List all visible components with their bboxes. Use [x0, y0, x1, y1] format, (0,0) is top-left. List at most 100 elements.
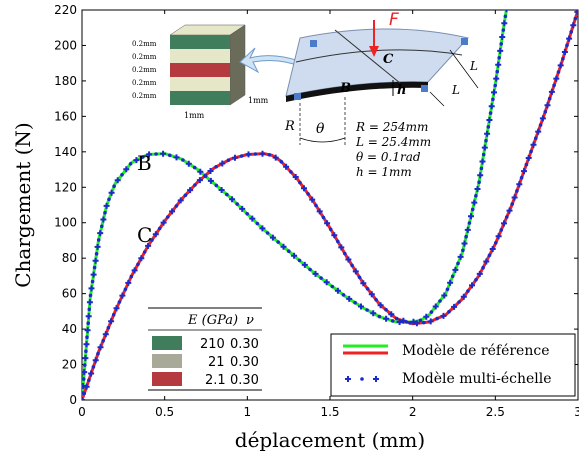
data-point-marker	[499, 34, 506, 40]
data-point-marker	[483, 258, 490, 265]
data-point-marker	[487, 253, 492, 258]
data-point-marker	[119, 292, 126, 299]
data-point-marker	[181, 158, 185, 162]
r-label: R	[284, 119, 295, 134]
data-point-marker	[394, 316, 399, 321]
data-point-marker	[529, 149, 533, 154]
data-point-marker	[488, 111, 493, 115]
param-line: R = 254mm	[355, 120, 428, 134]
data-point-marker	[218, 187, 225, 193]
data-point-marker	[553, 75, 560, 82]
layer-thickness-label: 0.2mm	[132, 66, 157, 74]
data-point-marker	[308, 267, 312, 272]
shell-grid-line	[334, 29, 401, 84]
data-point-marker	[226, 158, 231, 162]
data-point-marker	[97, 230, 104, 237]
data-point-marker	[470, 207, 475, 212]
h-label: h	[397, 83, 406, 98]
data-point-marker	[197, 168, 204, 175]
data-point-marker	[497, 56, 502, 60]
point-b-label: B	[339, 81, 351, 96]
y-tick-label: 20	[62, 358, 77, 372]
data-point-marker	[90, 279, 95, 284]
data-point-marker	[503, 14, 508, 19]
data-point-marker	[474, 194, 478, 198]
data-point-marker	[314, 203, 318, 208]
cube-side-face	[229, 24, 246, 106]
y-tick-label: 40	[62, 322, 77, 336]
data-point-marker	[495, 61, 502, 68]
y-tick-label: 80	[62, 251, 77, 265]
data-point-marker	[306, 192, 310, 196]
data-point-marker	[506, 207, 513, 214]
data-point-marker	[207, 177, 214, 184]
data-point-marker	[511, 194, 518, 201]
data-point-marker	[539, 115, 546, 122]
x-tick-label: 2	[409, 405, 417, 419]
data-point-marker	[445, 287, 450, 292]
data-point-marker	[214, 183, 219, 188]
data-point-marker	[464, 226, 471, 233]
data-point-marker	[92, 357, 99, 364]
data-point-marker	[530, 141, 537, 148]
data-point-marker	[269, 234, 276, 241]
data-point-marker	[82, 391, 87, 396]
data-point-marker	[309, 196, 316, 203]
data-point-marker	[497, 47, 504, 54]
data-point-marker	[360, 280, 367, 287]
data-point-marker	[451, 303, 458, 310]
data-point-marker	[291, 252, 298, 259]
data-point-marker	[501, 28, 506, 32]
data-point-marker	[145, 242, 152, 249]
support	[310, 40, 317, 47]
data-point-marker	[510, 202, 514, 206]
data-point-marker	[370, 310, 377, 317]
data-point-marker	[96, 238, 101, 242]
data-point-marker	[525, 155, 532, 161]
data-point-marker	[477, 172, 484, 179]
data-point-marker	[374, 298, 378, 302]
data-point-marker	[565, 43, 569, 48]
data-point-marker	[174, 204, 179, 208]
legend-label-reference: Modèle de référence	[402, 343, 550, 359]
data-point-marker	[94, 243, 101, 250]
data-point-marker	[324, 220, 331, 227]
shell-panel: F C B h L L R θ R = 254mm L = 25.4mm θ =…	[284, 10, 479, 179]
y-tick-label: 140	[54, 145, 77, 159]
data-point-marker	[84, 349, 88, 354]
series-layer	[82, 10, 578, 400]
dimension-line	[449, 49, 479, 89]
data-point-marker	[101, 338, 105, 343]
data-point-marker	[461, 248, 465, 253]
layer-thickness-label: 0.2mm	[132, 40, 157, 48]
data-point-marker	[319, 276, 323, 280]
y-tick-label: 200	[54, 38, 77, 52]
legend-label-multiscale: Modèle multi-échelle	[402, 371, 552, 387]
table-cell-e: 2.1	[205, 373, 226, 388]
data-point-marker	[503, 10, 510, 13]
data-point-marker	[166, 215, 170, 219]
data-point-marker	[129, 274, 134, 279]
data-point-marker	[435, 316, 439, 321]
param-line: h = 1mm	[356, 165, 412, 179]
x-tick-label: 1	[244, 405, 252, 419]
data-point-marker	[396, 319, 403, 325]
x-tick-label: 2.5	[486, 405, 505, 419]
data-point-marker	[556, 70, 561, 74]
data-point-marker	[239, 205, 246, 212]
data-point-marker	[457, 253, 464, 260]
legend-box	[330, 333, 576, 397]
data-point-marker	[345, 256, 352, 263]
data-point-marker	[192, 165, 197, 170]
data-point-marker	[83, 383, 90, 390]
dimension-line	[429, 91, 445, 107]
data-point-marker	[94, 252, 99, 256]
data-point-marker	[466, 289, 470, 293]
data-point-marker	[331, 232, 338, 239]
data-point-marker	[573, 16, 578, 21]
data-point-marker	[267, 153, 272, 157]
data-point-marker	[341, 293, 346, 297]
data-point-marker	[83, 341, 90, 348]
